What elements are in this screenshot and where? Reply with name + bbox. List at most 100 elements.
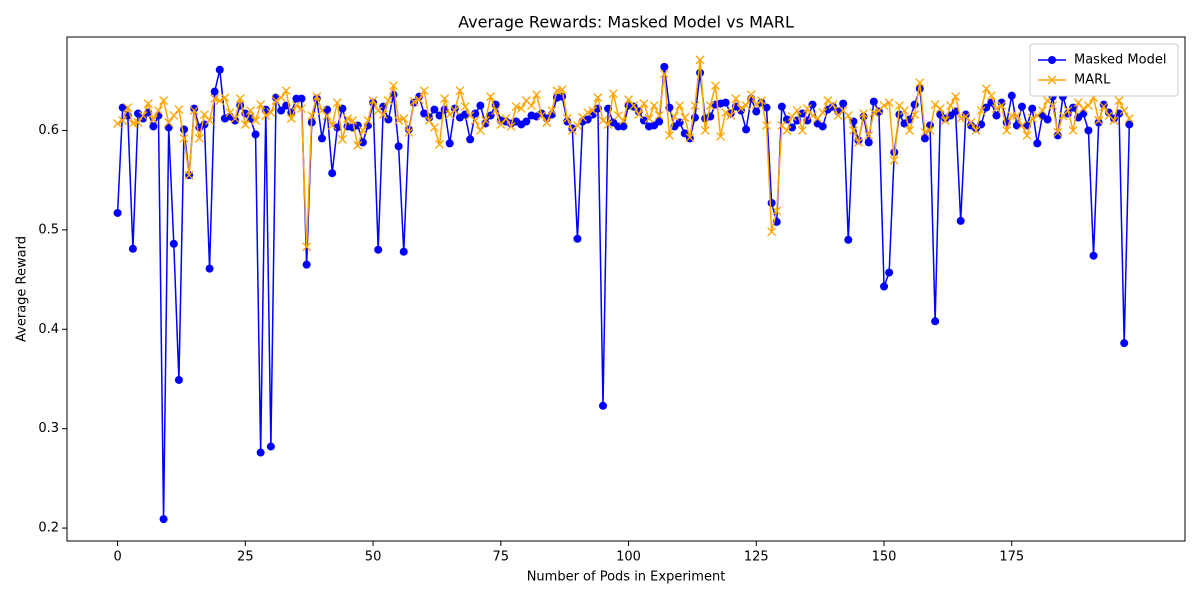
marker (353, 140, 363, 150)
marker (900, 106, 909, 116)
marker (220, 93, 230, 103)
marker (583, 108, 593, 118)
marker (690, 101, 700, 111)
marker (1084, 126, 1093, 135)
marker (138, 111, 148, 120)
marker (154, 106, 163, 116)
marker (986, 91, 996, 101)
marker (205, 116, 215, 125)
marker (659, 69, 669, 79)
marker (956, 114, 966, 123)
marker (843, 111, 853, 120)
marker (297, 104, 306, 114)
marker (639, 99, 649, 109)
legend: Masked Model MARL (1029, 43, 1179, 97)
marker (363, 116, 373, 125)
marker (573, 234, 582, 243)
marker (368, 96, 378, 106)
marker (486, 92, 496, 102)
marker (603, 120, 613, 129)
marker (230, 114, 240, 123)
marker (373, 106, 383, 116)
marker (1114, 96, 1124, 106)
marker (889, 155, 899, 165)
marker (618, 116, 628, 125)
marker (317, 134, 326, 143)
marker (501, 114, 511, 123)
legend-marker (1047, 75, 1057, 85)
marker (859, 109, 869, 119)
marker (251, 116, 261, 125)
marker (1083, 101, 1093, 111)
plot-frame (66, 36, 1186, 542)
marker (705, 101, 715, 111)
marker (971, 125, 981, 135)
marker (930, 100, 940, 110)
marker (266, 442, 275, 451)
marker (113, 119, 123, 128)
marker (746, 90, 756, 100)
marker (848, 125, 858, 135)
marker (1022, 130, 1032, 140)
marker (839, 99, 848, 108)
marker (1012, 121, 1021, 130)
marker (205, 264, 214, 273)
marker (1115, 109, 1124, 118)
x-tick-label: 100 (616, 550, 641, 565)
marker (910, 110, 920, 119)
legend-marker (1048, 56, 1056, 64)
marker (608, 89, 618, 99)
marker (440, 94, 450, 104)
marker (956, 216, 965, 225)
marker (869, 97, 878, 106)
y-tick-label: 0.2 (38, 521, 59, 536)
marker (143, 99, 153, 109)
marker (598, 116, 608, 125)
marker (649, 101, 659, 111)
marker (445, 139, 454, 148)
marker (123, 103, 133, 113)
marker (174, 375, 183, 384)
marker (991, 104, 1001, 114)
x-tick-label: 175 (999, 550, 1024, 565)
marker (1002, 125, 1012, 135)
marker (808, 111, 817, 120)
marker (378, 110, 388, 119)
marker (726, 111, 736, 120)
marker (802, 104, 812, 114)
marker (210, 87, 219, 96)
marker (772, 206, 782, 216)
y-tick-label: 0.5 (38, 222, 59, 237)
marker (864, 138, 873, 147)
marker (1037, 106, 1047, 116)
marker (184, 170, 194, 180)
y-tick-label: 0.3 (38, 421, 59, 436)
marker (797, 125, 807, 135)
marker (782, 125, 792, 135)
legend-label: Masked Model (1074, 53, 1166, 68)
marker (599, 401, 608, 410)
marker (1109, 116, 1119, 125)
marker (455, 86, 465, 96)
marker (823, 96, 833, 106)
marker (710, 81, 720, 91)
marker (992, 111, 1001, 120)
marker (466, 135, 475, 144)
marker (854, 137, 863, 147)
marker (1094, 116, 1104, 125)
marker (424, 116, 434, 125)
marker (982, 103, 991, 112)
marker (240, 120, 250, 129)
marker (358, 138, 367, 147)
marker (332, 98, 342, 108)
marker (164, 123, 173, 132)
marker (1043, 115, 1052, 124)
marker (654, 111, 664, 120)
marker (516, 104, 526, 114)
marker (414, 95, 424, 105)
marker (869, 108, 879, 118)
marker (231, 116, 240, 125)
marker (343, 114, 352, 123)
marker (655, 117, 664, 126)
marker (695, 55, 705, 65)
